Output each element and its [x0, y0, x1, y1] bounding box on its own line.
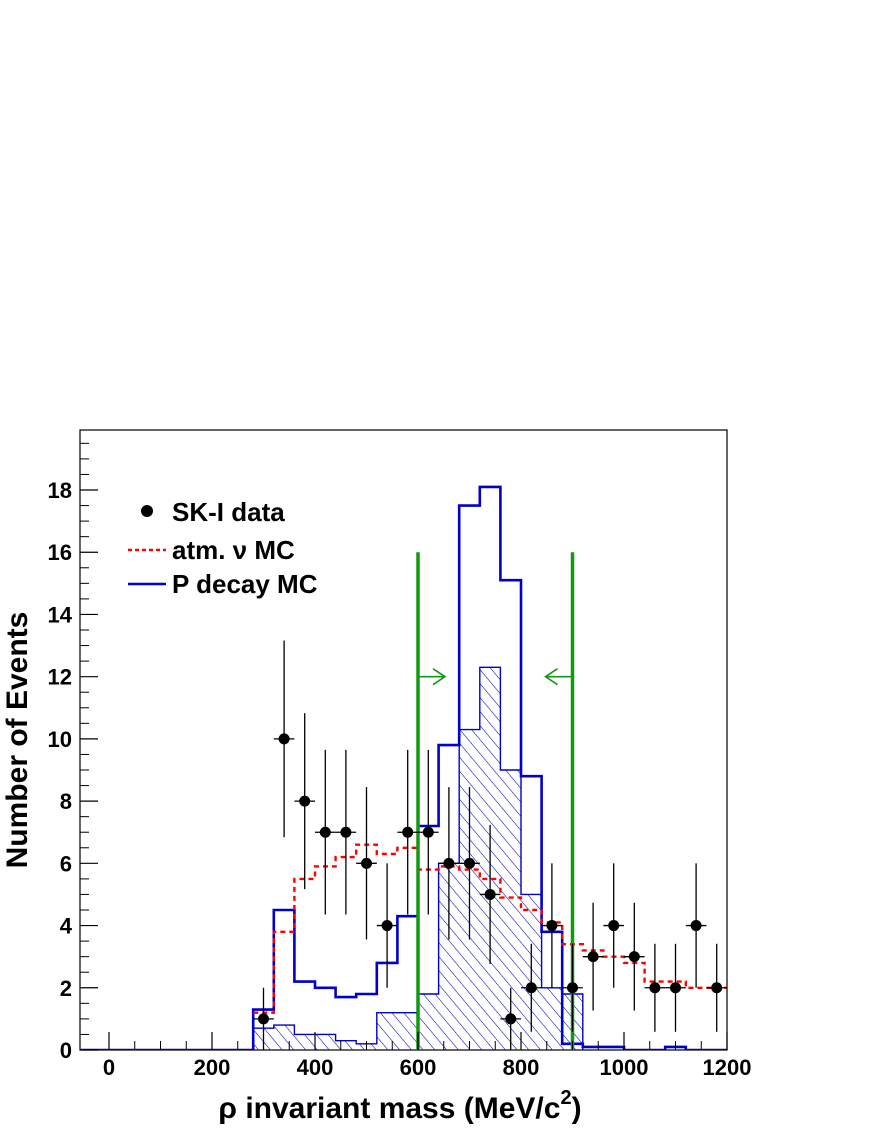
data-point: [397, 749, 418, 915]
data-point-marker: [567, 982, 578, 994]
data-point-marker: [505, 1013, 517, 1025]
y-tick-label: 12: [48, 665, 72, 690]
data-point: [706, 943, 727, 1032]
data-point: [294, 713, 315, 890]
y-tick-label: 4: [60, 914, 73, 939]
data-point: [315, 749, 336, 915]
data-point: [273, 640, 295, 838]
data-point-marker: [340, 826, 352, 838]
x-tick-label: 600: [400, 1055, 437, 1080]
legend-label-atm: atm. ν MC: [172, 535, 295, 565]
x-tick-label: 800: [503, 1055, 540, 1080]
y-axis-title: Number of Events: [1, 612, 34, 869]
data-point-marker: [587, 951, 599, 963]
data-point: [253, 987, 274, 1050]
y-tick-label: 0: [60, 1038, 72, 1063]
legend-label-pdecay: P decay MC: [172, 569, 318, 599]
data-point: [479, 824, 501, 965]
x-tick-label: 200: [194, 1055, 231, 1080]
data-point-marker: [649, 982, 661, 994]
y-tick-label: 14: [48, 602, 73, 627]
p-decay-after-cuts-hatched: [252, 666, 584, 1050]
x-axis-title-sup: 2: [560, 1087, 571, 1109]
data-point: [685, 863, 707, 988]
data-point-marker: [525, 982, 537, 994]
data-point-marker: [299, 795, 311, 807]
data-point-marker: [690, 920, 702, 932]
data-point-marker: [711, 982, 723, 994]
data-point-marker: [443, 857, 455, 869]
data-point: [644, 943, 666, 1032]
data-point: [562, 943, 583, 1032]
cut-arrow-right: [418, 668, 447, 686]
p-decay-after-cuts-area: [252, 666, 584, 1050]
data-point-marker: [422, 826, 434, 838]
data-point: [459, 787, 480, 940]
atm-nu-mc-step: [253, 843, 727, 1014]
legend-marker-data: [141, 505, 153, 517]
x-axis-title-close: ): [572, 1092, 582, 1125]
data-point-marker: [628, 951, 640, 963]
data-point: [665, 943, 686, 1032]
axes: 0 200 400 600 800 1000 1200 0 2 4 6 8 10 12 14 16 18: [48, 442, 752, 1080]
x-axis-title-main: ρ invariant mass (MeV/c: [218, 1092, 560, 1125]
y-tick-label: 2: [60, 976, 72, 1001]
atm-nu-mc-line: [253, 843, 727, 1014]
y-tick-label: 18: [48, 478, 72, 503]
x-tick-label: 1200: [703, 1055, 752, 1080]
sk-data-points: [253, 640, 727, 1050]
data-point: [541, 863, 563, 988]
legend-label-data: SK-I data: [172, 497, 285, 527]
data-point-marker: [402, 826, 414, 838]
data-point: [418, 749, 439, 915]
data-point-marker: [319, 826, 331, 838]
data-point-marker: [381, 920, 393, 932]
x-tick-label: 1000: [600, 1055, 649, 1080]
data-point: [500, 987, 521, 1050]
x-axis-title: ρ invariant mass (MeV/c2): [218, 1087, 581, 1125]
cut-arrow-left: [544, 668, 573, 686]
data-point: [438, 787, 460, 940]
data-point: [521, 943, 542, 1032]
x-tick-label: 400: [297, 1055, 334, 1080]
data-point-marker: [546, 920, 558, 932]
y-tick-label: 10: [48, 727, 72, 752]
data-point-marker: [670, 982, 681, 994]
data-point: [582, 902, 604, 1011]
y-tick-label: 16: [48, 540, 72, 565]
data-point: [335, 749, 357, 915]
data-point: [624, 902, 645, 1011]
data-point-marker: [278, 733, 290, 745]
data-point-marker: [258, 1013, 269, 1025]
data-point: [603, 863, 624, 988]
data-point-marker: [361, 857, 372, 869]
data-point-marker: [484, 888, 496, 900]
x-tick-label: 0: [103, 1055, 115, 1080]
data-point: [356, 787, 377, 940]
y-tick-label: 6: [60, 851, 72, 876]
y-tick-label: 8: [60, 789, 72, 814]
legend: SK-I data atm. ν MC P decay MC: [128, 497, 318, 599]
data-point-marker: [608, 920, 620, 932]
data-point-marker: [464, 857, 475, 869]
data-point: [376, 863, 398, 988]
